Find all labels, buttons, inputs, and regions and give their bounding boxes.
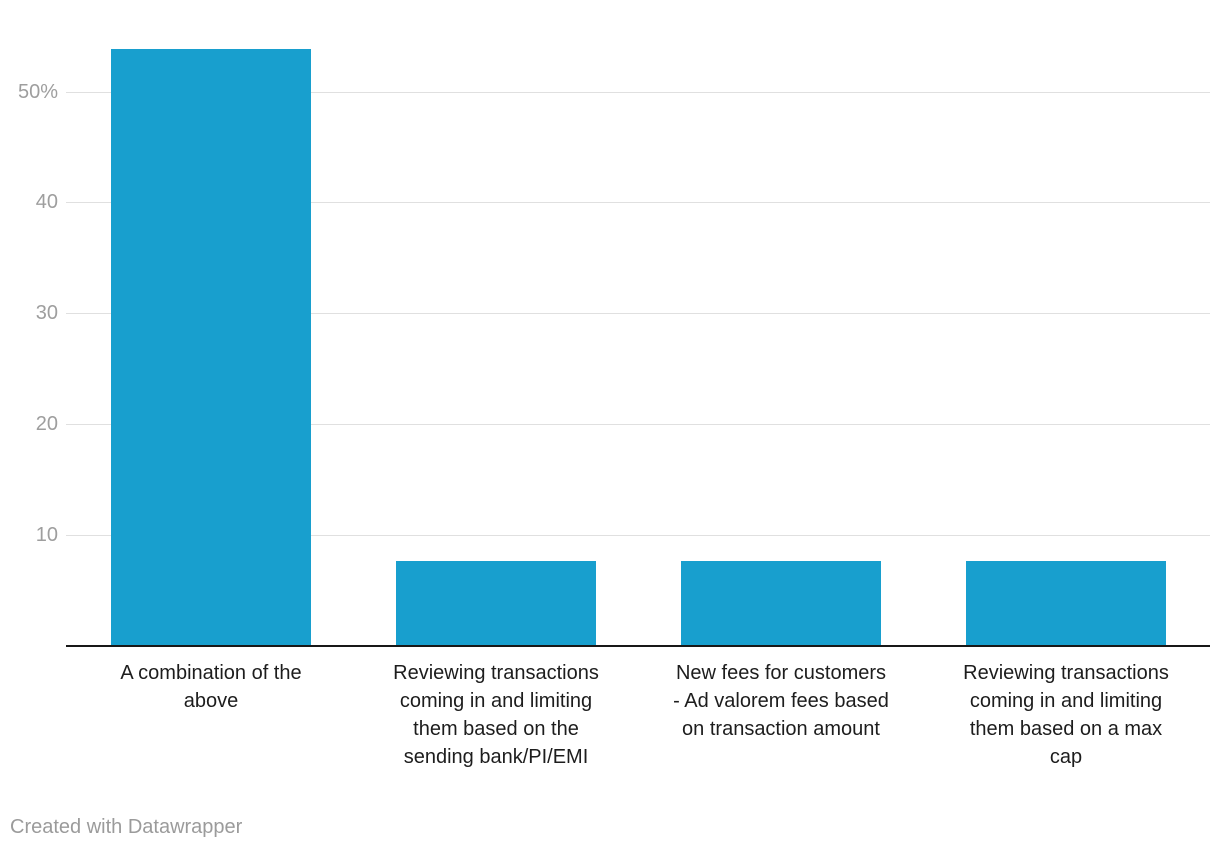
category-label-1: A combination of the above	[120, 662, 302, 712]
category-label-2: Reviewing transactions coming in and lim…	[393, 662, 599, 768]
gridline-50	[66, 92, 1210, 93]
gridline-10	[66, 535, 1210, 536]
category-label-4: Reviewing transactions coming in and lim…	[963, 662, 1169, 768]
y-tick-label-40: 40	[35, 191, 58, 213]
gridline-30	[66, 313, 1210, 314]
y-tick-label-10: 10	[35, 524, 58, 546]
gridline-20	[66, 424, 1210, 425]
gridline-40	[66, 202, 1210, 203]
y-tick-label-50: 50%	[17, 81, 58, 103]
bar-1[interactable]	[111, 49, 311, 646]
datawrapper-credit: Created with Datawrapper	[10, 816, 243, 838]
bar-4[interactable]	[966, 561, 1166, 646]
y-tick-label-30: 30	[35, 302, 58, 324]
bar-2[interactable]	[396, 561, 596, 646]
x-axis-line	[66, 645, 1210, 647]
y-tick-label-20: 20	[35, 413, 58, 435]
bar-3[interactable]	[681, 561, 881, 646]
category-label-3: New fees for customers - Ad valorem fees…	[673, 662, 889, 740]
